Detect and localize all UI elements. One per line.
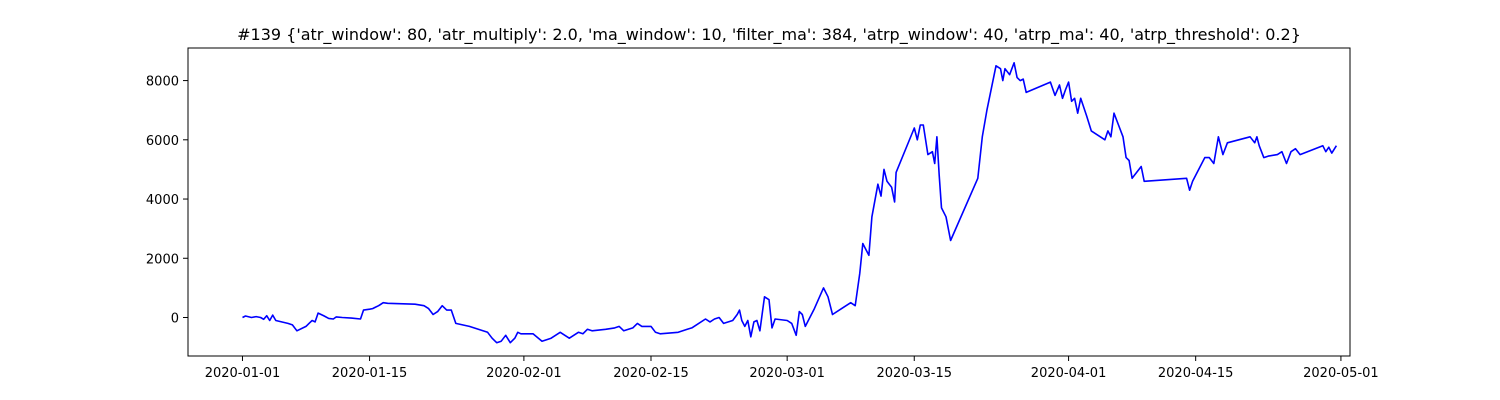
series-layer xyxy=(242,61,1338,344)
series-line xyxy=(242,61,1338,344)
x-tick-label: 2020-02-15 xyxy=(613,366,689,381)
x-tick-label: 2020-04-15 xyxy=(1158,366,1234,381)
x-axis: 2020-01-01 2020-01-15 2020-02-01 2020-02-15… xyxy=(205,356,1379,381)
x-tick-label: 2020-03-01 xyxy=(749,366,825,381)
y-tick-label: 4000 xyxy=(146,193,179,208)
y-axis: 0 2000 4000 6000 8000 xyxy=(146,75,188,327)
y-tick-label: 2000 xyxy=(146,252,179,267)
y-tick-label: 0 xyxy=(171,312,179,327)
y-tick-label: 8000 xyxy=(146,75,179,90)
x-tick-label: 2020-04-01 xyxy=(1031,366,1107,381)
chart-title: #139 {'atr_window': 80, 'atr_multiply': … xyxy=(237,25,1301,45)
x-tick-label: 2020-05-01 xyxy=(1303,366,1379,381)
x-tick-label: 2020-03-15 xyxy=(876,366,952,381)
x-tick-label: 2020-01-01 xyxy=(205,366,281,381)
x-tick-label: 2020-02-01 xyxy=(486,366,562,381)
x-tick-label: 2020-01-15 xyxy=(332,366,408,381)
plot-area-frame xyxy=(187,47,1351,357)
y-tick-label: 6000 xyxy=(146,134,179,149)
